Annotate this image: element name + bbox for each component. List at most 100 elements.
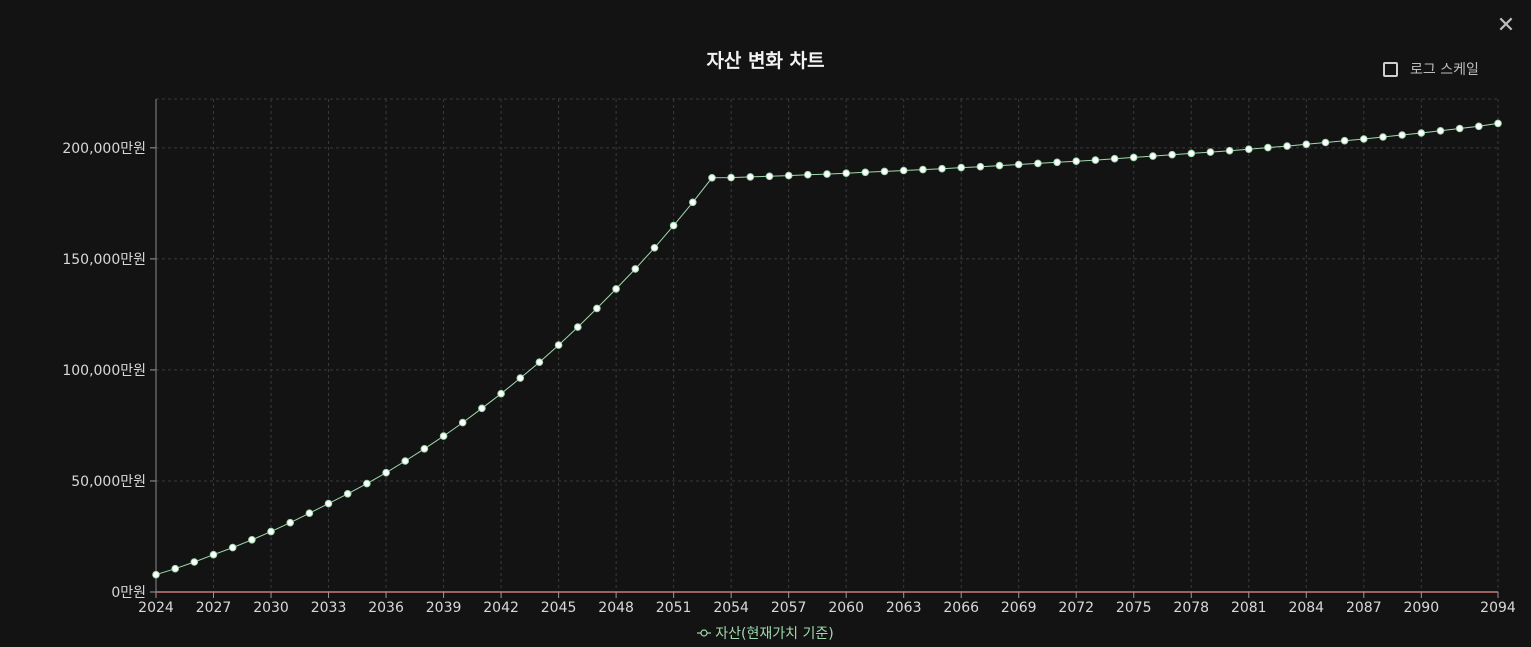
data-point bbox=[1475, 122, 1483, 131]
data-point bbox=[650, 244, 659, 252]
data-point bbox=[439, 432, 448, 440]
data-point bbox=[1360, 135, 1368, 143]
data-point bbox=[1245, 145, 1253, 153]
data-point bbox=[171, 564, 179, 573]
data-point bbox=[363, 479, 371, 488]
data-point bbox=[554, 341, 563, 349]
y-tick-label: 100,000만원 bbox=[62, 363, 146, 379]
y-tick-label: 150,000만원 bbox=[62, 252, 146, 268]
data-point bbox=[497, 389, 505, 398]
x-tick-label: 2087 bbox=[1346, 600, 1382, 616]
data-point bbox=[976, 162, 985, 171]
data-point bbox=[784, 171, 793, 180]
data-point bbox=[1494, 119, 1502, 128]
data-point bbox=[1436, 127, 1445, 135]
data-point bbox=[593, 304, 601, 313]
data-point bbox=[420, 445, 429, 453]
data-point bbox=[1283, 142, 1291, 150]
data-point bbox=[324, 499, 333, 508]
data-point bbox=[574, 323, 582, 331]
x-tick-label: 2090 bbox=[1403, 600, 1439, 616]
x-tick-label: 2072 bbox=[1058, 600, 1094, 616]
data-point bbox=[1379, 133, 1387, 141]
x-tick-label: 2075 bbox=[1116, 600, 1152, 616]
series-line bbox=[155, 122, 1499, 576]
data-point bbox=[1149, 152, 1157, 160]
data-point bbox=[1321, 138, 1330, 147]
data-point bbox=[995, 161, 1004, 170]
data-point bbox=[1034, 159, 1042, 168]
data-point bbox=[631, 265, 640, 273]
data-point bbox=[727, 173, 735, 182]
x-tick-label: 2063 bbox=[886, 600, 922, 616]
data-point bbox=[209, 550, 218, 559]
data-point bbox=[535, 358, 544, 367]
data-point bbox=[1110, 154, 1119, 163]
x-tick-label: 2027 bbox=[196, 600, 232, 616]
data-point bbox=[248, 536, 256, 544]
data-point bbox=[1014, 160, 1023, 169]
x-tick-label: 2054 bbox=[713, 600, 749, 616]
data-point bbox=[1091, 156, 1100, 164]
data-point bbox=[1206, 148, 1215, 156]
data-point bbox=[152, 570, 160, 579]
data-point bbox=[689, 198, 697, 207]
chart-title: 자산 변화 차트 bbox=[706, 50, 825, 72]
data-point bbox=[899, 166, 908, 175]
data-point bbox=[708, 174, 716, 182]
x-tick-label: 2081 bbox=[1231, 600, 1267, 616]
log-scale-toggle[interactable]: 로그 스케일 bbox=[1383, 58, 1479, 80]
data-point bbox=[382, 468, 390, 477]
y-tick-label: 200,000만원 bbox=[62, 141, 146, 157]
data-point bbox=[1225, 146, 1234, 155]
data-point bbox=[1129, 153, 1138, 162]
data-point bbox=[957, 163, 966, 172]
x-tick-label: 2057 bbox=[771, 600, 807, 616]
log-scale-checkbox[interactable] bbox=[1383, 61, 1398, 77]
data-point bbox=[880, 167, 889, 176]
data-point bbox=[343, 490, 352, 498]
y-tick-label: 50,000만원 bbox=[71, 474, 146, 490]
data-point bbox=[1398, 131, 1406, 139]
close-icon[interactable]: ✕ bbox=[1496, 13, 1516, 38]
data-point bbox=[1302, 140, 1311, 149]
data-point bbox=[1264, 143, 1272, 152]
data-point bbox=[305, 509, 314, 518]
data-point bbox=[286, 518, 295, 527]
y-tick-label: 0만원 bbox=[111, 585, 146, 601]
data-point bbox=[669, 221, 678, 230]
data-point bbox=[1340, 136, 1349, 145]
data-point bbox=[190, 558, 199, 566]
x-tick-label: 2048 bbox=[598, 600, 634, 616]
x-tick-label: 2069 bbox=[1001, 600, 1037, 616]
data-point bbox=[861, 168, 870, 177]
data-point bbox=[746, 173, 755, 181]
x-tick-label: 2051 bbox=[656, 600, 692, 616]
data-point bbox=[458, 418, 467, 427]
data-point bbox=[612, 285, 620, 293]
data-point bbox=[804, 170, 812, 179]
data-point bbox=[1417, 129, 1426, 137]
x-tick-label: 2078 bbox=[1173, 600, 1209, 616]
data-point bbox=[938, 164, 946, 173]
data-point bbox=[823, 170, 831, 178]
x-tick-label: 2024 bbox=[138, 600, 174, 616]
x-tick-label: 2094 bbox=[1480, 600, 1516, 616]
legend[interactable]: 자산(현재가치 기준) bbox=[0, 623, 1531, 643]
legend-label: 자산(현재가치 기준) bbox=[715, 626, 834, 642]
x-tick-label: 2039 bbox=[426, 600, 462, 616]
x-tick-label: 2042 bbox=[483, 600, 519, 616]
data-point bbox=[478, 404, 486, 413]
data-point bbox=[1053, 158, 1061, 167]
x-tick-label: 2033 bbox=[311, 600, 347, 616]
x-tick-label: 2066 bbox=[943, 600, 979, 616]
data-point bbox=[1187, 149, 1196, 158]
x-tick-label: 2084 bbox=[1288, 600, 1324, 616]
data-point bbox=[919, 165, 927, 174]
legend-marker-icon bbox=[697, 629, 712, 637]
data-point bbox=[267, 527, 275, 536]
x-tick-label: 2045 bbox=[541, 600, 577, 616]
data-point bbox=[516, 374, 525, 382]
data-point bbox=[765, 172, 774, 181]
data-point bbox=[1168, 150, 1176, 159]
